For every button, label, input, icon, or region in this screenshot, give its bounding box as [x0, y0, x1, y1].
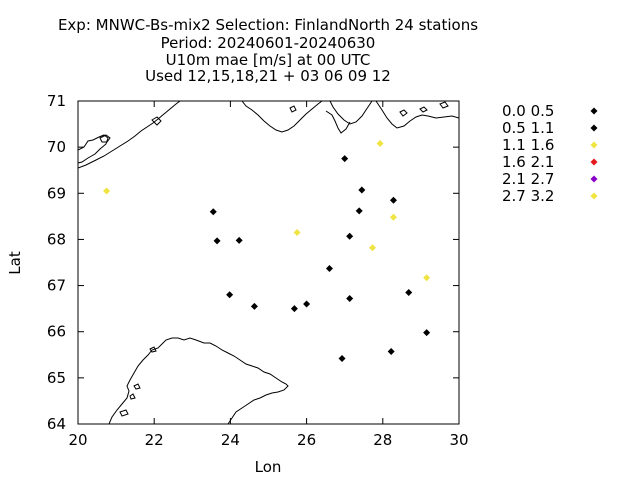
legend-label: 2.7 3.2 [502, 187, 554, 205]
coastline-north [78, 134, 109, 164]
islet-2 [399, 109, 408, 117]
legend-marker [590, 107, 598, 115]
x-tick-label: 24 [221, 431, 240, 449]
station-point [341, 155, 349, 163]
map-coastlines [78, 101, 459, 424]
y-axis: 64 65 66 67 68 69 70 71 [47, 92, 459, 433]
legend-marker [590, 192, 598, 200]
station-point [405, 288, 413, 296]
y-axis-label: Lat [6, 251, 24, 275]
x-axis: 20 22 24 26 28 30 [68, 101, 469, 449]
title-line-4: Used 12,15,18,21 + 03 06 09 12 [145, 67, 391, 85]
peninsula [325, 110, 351, 134]
islet-1 [289, 105, 297, 113]
title-line-3: U10m mae [m/s] at 00 UTC [166, 51, 371, 69]
station-point [303, 300, 311, 308]
station-point [338, 354, 346, 362]
station-point [355, 207, 363, 215]
station-point [389, 213, 397, 221]
legend-label: 0.5 1.1 [502, 119, 554, 137]
y-tick-label: 71 [47, 92, 66, 110]
title-line-1: Exp: MNWC-Bs-mix2 Selection: FinlandNort… [58, 16, 478, 34]
legend-marker [590, 158, 598, 166]
island-2 [151, 116, 162, 126]
station-point [369, 244, 377, 252]
islet-bothnia-2 [133, 383, 141, 390]
legend: 0.0 0.50.5 1.11.1 1.61.6 2.12.1 2.72.7 3… [502, 102, 598, 205]
station-point [346, 294, 354, 302]
y-tick-label: 66 [47, 323, 66, 341]
plot-frame [77, 100, 460, 425]
islet-3 [419, 106, 428, 113]
station-point [226, 291, 234, 299]
station-point [358, 186, 366, 194]
y-tick-label: 68 [47, 230, 66, 248]
x-axis-label: Lon [255, 458, 282, 476]
chart-title: Exp: MNWC-Bs-mix2 Selection: FinlandNort… [58, 16, 478, 85]
station-point [387, 348, 395, 356]
x-tick-label: 22 [145, 431, 164, 449]
station-point [346, 232, 354, 240]
x-tick-label: 20 [68, 431, 87, 449]
y-tick-label: 64 [47, 415, 66, 433]
station-point [103, 187, 111, 195]
legend-marker [590, 141, 598, 149]
y-tick-label: 70 [47, 138, 66, 156]
x-tick-label: 30 [449, 431, 468, 449]
title-line-2: Period: 20240601-20240630 [161, 34, 376, 52]
station-point [209, 208, 217, 216]
station-point [213, 237, 221, 245]
islet-bothnia-1 [149, 346, 157, 353]
x-tick-label: 28 [373, 431, 392, 449]
data-points [103, 139, 431, 362]
station-point [293, 229, 301, 237]
station-point [235, 236, 243, 244]
legend-label: 0.0 0.5 [502, 102, 554, 120]
legend-label: 1.1 1.6 [502, 136, 554, 154]
legend-marker [590, 124, 598, 132]
station-point [423, 274, 431, 282]
station-point [325, 264, 333, 272]
island-bothnia [119, 409, 129, 417]
islet-bothnia-3 [129, 393, 136, 400]
y-tick-label: 69 [47, 184, 66, 202]
station-point [376, 139, 384, 147]
x-tick-label: 26 [297, 431, 316, 449]
y-tick-label: 65 [47, 369, 66, 387]
y-tick-label: 67 [47, 277, 66, 295]
coastline-kola [375, 101, 459, 129]
legend-label: 2.1 2.7 [502, 170, 554, 188]
station-point [290, 305, 298, 313]
station-point [423, 329, 431, 337]
coastline-east [329, 101, 373, 125]
legend-label: 1.6 2.1 [502, 153, 554, 171]
coastline-north-2 [78, 101, 181, 169]
station-point [389, 196, 397, 204]
island-1 [99, 134, 111, 143]
islet-4 [439, 101, 449, 109]
coastline-fjords [241, 101, 323, 133]
station-point [250, 302, 258, 310]
legend-marker [590, 175, 598, 183]
coastline-bothnia [108, 337, 289, 424]
